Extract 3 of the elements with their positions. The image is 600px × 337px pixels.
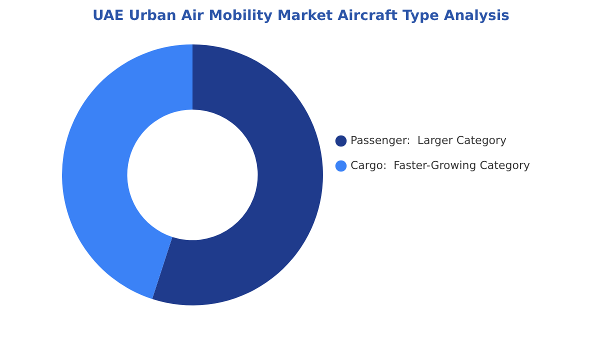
legend-label: Cargo: Faster-Growing Category	[350, 158, 530, 172]
chart-title: UAE Urban Air Mobility Market Aircraft Type Analysis	[92, 8, 510, 24]
legend-label: Passenger: Larger Category	[350, 134, 508, 147]
